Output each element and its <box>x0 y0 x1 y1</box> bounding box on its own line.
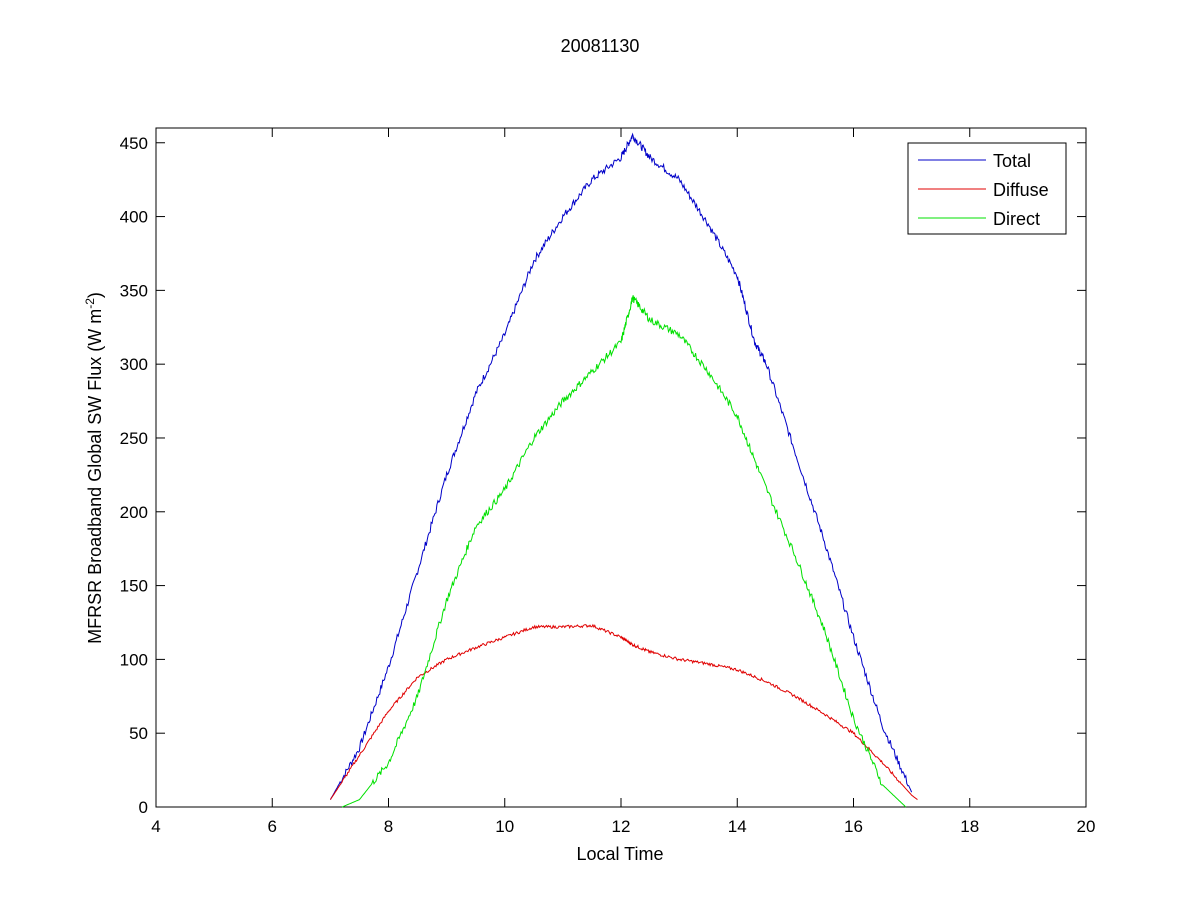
x-tick-label: 4 <box>151 817 160 836</box>
x-axis-label: Local Time <box>576 844 663 864</box>
x-tick-label: 18 <box>960 817 979 836</box>
axis-ticks: 4 6 8 10 12 14 16 18 200501001502002503003504004… <box>120 128 1096 836</box>
y-tick-label: 50 <box>129 724 148 743</box>
y-axis-label-end: ) <box>85 292 105 298</box>
series-line-total <box>329 132 913 800</box>
plot-area <box>155 127 1087 808</box>
y-tick-label: 200 <box>120 503 148 522</box>
legend-label-direct: Direct <box>993 209 1040 229</box>
x-tick-label: 12 <box>612 817 631 836</box>
y-tick-label: 100 <box>120 650 148 669</box>
y-tick-label: 300 <box>120 355 148 374</box>
y-tick-label: 350 <box>120 281 148 300</box>
y-axis-label: MFRSR Broadband Global SW Flux (W m-2) <box>83 292 105 644</box>
y-axis-label-sup: -2 <box>83 298 97 309</box>
x-tick-label: 20 <box>1077 817 1096 836</box>
y-tick-label: 150 <box>120 577 148 596</box>
x-tick-label: 10 <box>495 817 514 836</box>
chart-title: 20081130 <box>561 36 640 56</box>
series-lines <box>329 132 918 808</box>
series-line-direct <box>341 295 907 808</box>
x-tick-label: 6 <box>268 817 277 836</box>
legend-label-total: Total <box>993 151 1031 171</box>
x-tick-label: 8 <box>384 817 393 836</box>
y-tick-label: 400 <box>120 208 148 227</box>
y-axis-label-main: MFRSR Broadband Global SW Flux (W m <box>85 309 105 644</box>
series-line-diffuse <box>329 623 918 801</box>
x-tick-label: 16 <box>844 817 863 836</box>
y-tick-label: 450 <box>120 134 148 153</box>
legend: Total Diffuse Direct <box>907 142 1067 235</box>
x-tick-label: 14 <box>728 817 747 836</box>
y-tick-label: 0 <box>139 798 148 817</box>
y-tick-label: 250 <box>120 429 148 448</box>
legend-label-diffuse: Diffuse <box>993 180 1049 200</box>
